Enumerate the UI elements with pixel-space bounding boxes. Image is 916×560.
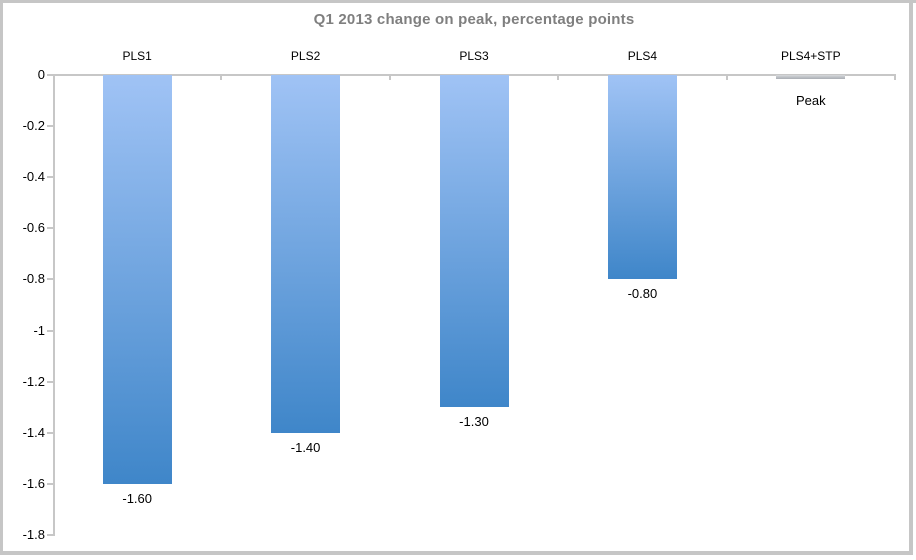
y-axis-tick-label: -1.8: [22, 527, 45, 542]
category-label: PLS4+STP: [780, 49, 841, 63]
y-axis-tick: [47, 482, 53, 485]
y-axis-tick: [47, 431, 53, 434]
window-frame-top: [0, 0, 916, 3]
chart-title: Q1 2013 change on peak, percentage point…: [313, 11, 635, 28]
y-axis-tick-label: -1.4: [22, 424, 45, 440]
y-axis-tick-label: -0.8: [22, 271, 45, 287]
y-axis-tick: [47, 227, 53, 230]
bar-PLS3: [439, 75, 509, 408]
bar-PLS1: [102, 75, 172, 484]
x-axis-tick: [894, 75, 896, 80]
y-axis-tick: [47, 176, 53, 179]
x-axis-tick: [220, 75, 223, 80]
y-axis-tick-label: -1.6: [22, 475, 45, 491]
y-axis-tick-label: -0.6: [22, 220, 45, 236]
x-axis-tick: [557, 75, 560, 80]
bar-value-label: -0.80: [627, 286, 658, 302]
bar-PLS4: [607, 75, 677, 280]
bar-value-label: -1.60: [122, 490, 152, 506]
y-axis-tick: [47, 380, 53, 383]
y-axis-tick-label: -0.2: [22, 118, 45, 134]
window-frame-bottom: [0, 551, 913, 555]
window-frame-right: [909, 3, 913, 555]
bar-value-label: -1.30: [459, 414, 489, 430]
y-axis-tick: [47, 329, 53, 332]
y-axis-tick: [47, 74, 53, 76]
x-axis-tick: [388, 75, 391, 80]
category-label: PLS1: [122, 49, 152, 63]
y-axis-tick-label: -1.2: [22, 373, 45, 389]
window-frame-left: [0, 0, 3, 555]
y-axis-tick: [47, 278, 53, 281]
category-label: PLS2: [290, 49, 321, 63]
bar-PLS4+STP: [776, 75, 846, 79]
category-label: PLS3: [459, 49, 489, 63]
bar-value-label: -1.40: [290, 439, 321, 455]
y-axis-tick-label: 0: [37, 67, 45, 82]
bar-PLS2: [271, 75, 341, 433]
y-axis-line: [53, 74, 55, 536]
category-label: PLS4: [627, 49, 658, 63]
bar-value-label: Peak: [795, 92, 826, 108]
y-axis-tick-label: -1: [33, 322, 45, 338]
x-axis-tick: [725, 75, 728, 80]
y-axis-tick: [47, 534, 53, 536]
y-axis-tick-label: -0.4: [22, 169, 45, 185]
y-axis-tick: [47, 125, 53, 128]
